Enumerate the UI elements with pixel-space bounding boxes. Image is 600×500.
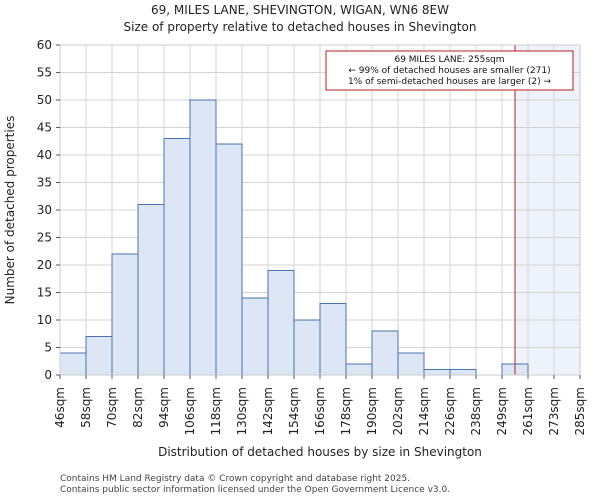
bar (215, 143, 243, 376)
bar (241, 297, 269, 376)
annotation-line: ← 99% of detached houses are smaller (27… (348, 66, 550, 76)
bar (345, 363, 373, 376)
bar (423, 369, 451, 376)
x-axis-label: Distribution of detached houses by size … (158, 445, 482, 459)
y-tick-label: 35 (37, 176, 52, 190)
x-tick-label: 94sqm (157, 387, 171, 428)
annotation-box (325, 50, 574, 91)
x-tick-label: 70sqm (105, 387, 119, 428)
x-tick-label: 249sqm (495, 387, 509, 435)
x-tick-label: 285sqm (573, 387, 587, 435)
x-tick-label: 142sqm (261, 387, 275, 435)
y-tick-label: 15 (37, 286, 52, 300)
bar (111, 253, 139, 376)
footer-line-2: Contains public sector information licen… (60, 485, 450, 495)
x-tick-label: 273sqm (547, 387, 561, 435)
bar (163, 138, 191, 376)
y-tick-label: 50 (37, 93, 52, 107)
bar (397, 352, 425, 376)
plot-area: 0 5 10 15 20 25 30 35 40 45 50 55 60 46sqm 58sqm 70sqm 8… (37, 38, 587, 435)
bar (59, 352, 87, 376)
chart-title: 69, MILES LANE, SHEVINGTON, WIGAN, WN6 8… (151, 3, 449, 17)
y-tick-label: 10 (37, 313, 52, 327)
x-tick-label: 154sqm (287, 387, 301, 435)
y-tick-label: 60 (37, 38, 52, 52)
x-tick-label: 190sqm (365, 387, 379, 435)
bar (371, 330, 399, 376)
y-tick-label: 30 (37, 203, 52, 217)
annotation-line: 1% of semi-detached houses are larger (2… (348, 77, 552, 87)
x-tick-label: 202sqm (391, 387, 405, 435)
y-axis-label: Number of detached properties (3, 116, 17, 305)
y-tick-label: 45 (37, 121, 52, 135)
y-tick-label: 55 (37, 66, 52, 80)
x-tick-label: 58sqm (79, 387, 93, 428)
bar (137, 204, 165, 376)
x-tick-label: 261sqm (521, 387, 535, 435)
x-tick-label: 178sqm (339, 387, 353, 435)
bar (449, 369, 477, 376)
x-tick-label: 106sqm (183, 387, 197, 435)
bar (85, 336, 113, 376)
y-tick-label: 25 (37, 231, 52, 245)
bar (293, 319, 321, 376)
bar (267, 270, 295, 376)
x-tick-label: 214sqm (417, 387, 431, 435)
chart-subtitle: Size of property relative to detached ho… (124, 20, 477, 34)
y-tick-label: 20 (37, 258, 52, 272)
annotation-line: 69 MILES LANE: 255sqm (394, 55, 504, 65)
y-tick-label: 0 (44, 368, 52, 382)
footer-line-1: Contains HM Land Registry data © Crown c… (60, 474, 410, 484)
bar (319, 303, 347, 376)
x-tick-label: 118sqm (209, 387, 223, 435)
x-tick-label: 130sqm (235, 387, 249, 435)
y-tick-label: 40 (37, 148, 52, 162)
y-tick-label: 5 (44, 341, 52, 355)
x-tick-label: 166sqm (313, 387, 327, 435)
x-tick-label: 46sqm (53, 387, 67, 428)
x-tick-label: 226sqm (443, 387, 457, 435)
x-tick-label: 238sqm (469, 387, 483, 435)
bar (189, 99, 217, 376)
x-tick-label: 82sqm (131, 387, 145, 428)
